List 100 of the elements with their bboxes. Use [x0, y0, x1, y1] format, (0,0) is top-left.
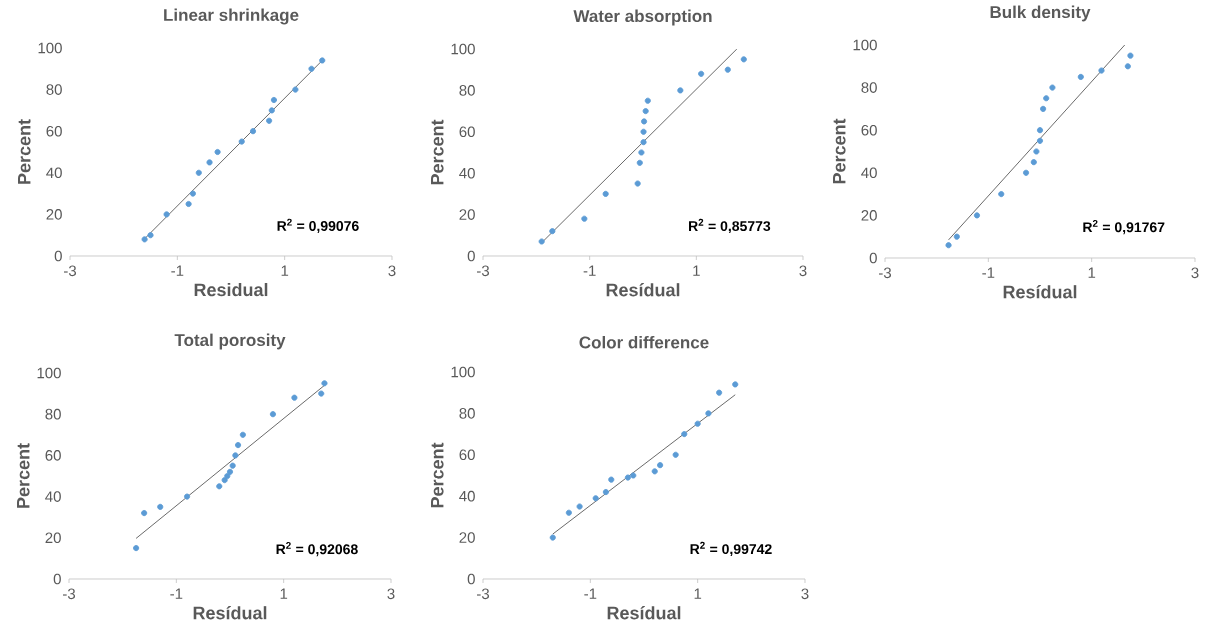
- y-tick-label: 100: [451, 366, 475, 378]
- y-tick-label: 0: [869, 252, 877, 264]
- point: [185, 200, 192, 208]
- point: [651, 468, 658, 475]
- x-tick-label: -1: [171, 265, 184, 276]
- x-tick-label: -3: [477, 588, 490, 600]
- point: [945, 242, 952, 249]
- point: [681, 431, 688, 438]
- point: [319, 57, 326, 64]
- point: [1043, 95, 1050, 102]
- point: [642, 108, 649, 115]
- x-tick-label: 3: [799, 265, 807, 277]
- point: [270, 96, 277, 104]
- annotation: R$^{2}$ = 0,91767: [1083, 219, 1165, 235]
- x-axis-title: Residual: [194, 283, 268, 297]
- annotation: R$^{2}$ = 0,99076: [277, 218, 359, 233]
- y-tick-label: 60: [459, 126, 475, 138]
- point: [239, 431, 246, 438]
- point: [973, 212, 981, 219]
- x-tick-label: 3: [1191, 267, 1199, 279]
- y-tick-label: 80: [459, 85, 475, 96]
- point: [206, 159, 213, 166]
- x-tick-label: 3: [801, 588, 809, 600]
- point: [740, 56, 747, 63]
- point: [1023, 169, 1030, 176]
- point: [538, 238, 545, 245]
- y-tick-label: 0: [467, 573, 475, 585]
- point: [581, 215, 588, 222]
- x-tick-label: 3: [388, 265, 396, 277]
- point: [235, 442, 242, 449]
- point: [318, 390, 325, 397]
- point: [608, 476, 615, 483]
- point: [249, 128, 257, 135]
- x-tick-label: -3: [879, 267, 892, 279]
- y-tick-label: 60: [46, 125, 62, 137]
- point: [724, 66, 731, 73]
- point: [216, 483, 223, 490]
- point: [953, 233, 960, 240]
- point: [291, 394, 298, 401]
- point: [1124, 63, 1131, 70]
- x-axis-title: Resídual: [1003, 285, 1077, 299]
- point: [636, 159, 643, 166]
- point: [133, 545, 140, 552]
- x-tick-label: 1: [694, 588, 702, 599]
- point: [221, 477, 228, 484]
- y-tick-label: 100: [37, 367, 61, 379]
- y-axis-title: Percent: [833, 118, 846, 184]
- y-tick-label: 20: [459, 532, 475, 543]
- point: [147, 232, 154, 239]
- y-tick-label: 40: [46, 167, 62, 179]
- point: [716, 389, 723, 396]
- point: [1098, 67, 1105, 74]
- x-tick-label: 1: [280, 588, 288, 599]
- y-tick-label: 20: [861, 210, 877, 221]
- chart-title: Bulk density: [990, 5, 1091, 22]
- point: [634, 180, 641, 187]
- point: [638, 149, 645, 156]
- x-tick-label: -3: [477, 265, 490, 277]
- point: [1049, 84, 1056, 91]
- point: [141, 236, 148, 243]
- point: [308, 65, 315, 72]
- chart-title: Total porosity: [174, 333, 286, 350]
- point: [1036, 137, 1044, 144]
- point: [141, 510, 148, 517]
- point: [677, 87, 684, 94]
- chart-title: Color difference: [579, 335, 709, 349]
- y-tick-label: 60: [45, 450, 61, 461]
- y-tick-label: 0: [53, 573, 61, 585]
- y-axis-title: Percent: [17, 443, 30, 508]
- point: [1077, 73, 1084, 80]
- point: [195, 169, 202, 176]
- point: [229, 462, 236, 469]
- annotation: R$^{2}$ = 0,85773: [689, 218, 771, 234]
- point: [630, 472, 637, 479]
- point: [657, 462, 664, 469]
- point: [189, 190, 196, 197]
- x-tick-label: -3: [63, 588, 76, 600]
- point: [624, 474, 631, 481]
- y-tick-label: 80: [459, 408, 475, 419]
- point: [672, 451, 679, 458]
- point: [266, 117, 273, 124]
- y-tick-label: 60: [459, 449, 475, 461]
- point: [705, 410, 712, 417]
- x-tick-label: -1: [170, 588, 183, 599]
- x-tick-label: -3: [64, 265, 77, 277]
- y-tick-label: 40: [861, 167, 877, 179]
- y-tick-label: 80: [861, 82, 877, 93]
- x-tick-label: -1: [982, 267, 995, 278]
- point: [214, 148, 221, 156]
- chart-title: Water absorption: [573, 9, 712, 26]
- point: [565, 509, 572, 516]
- point: [602, 489, 609, 496]
- point: [549, 228, 556, 235]
- annotation: R$^{2}$ = 0,99742: [690, 541, 772, 557]
- point: [644, 97, 651, 104]
- y-axis-title: Percent: [431, 119, 444, 185]
- point: [269, 411, 276, 418]
- point: [640, 139, 647, 146]
- x-tick-label: 1: [693, 265, 700, 276]
- y-tick-label: 20: [45, 532, 61, 544]
